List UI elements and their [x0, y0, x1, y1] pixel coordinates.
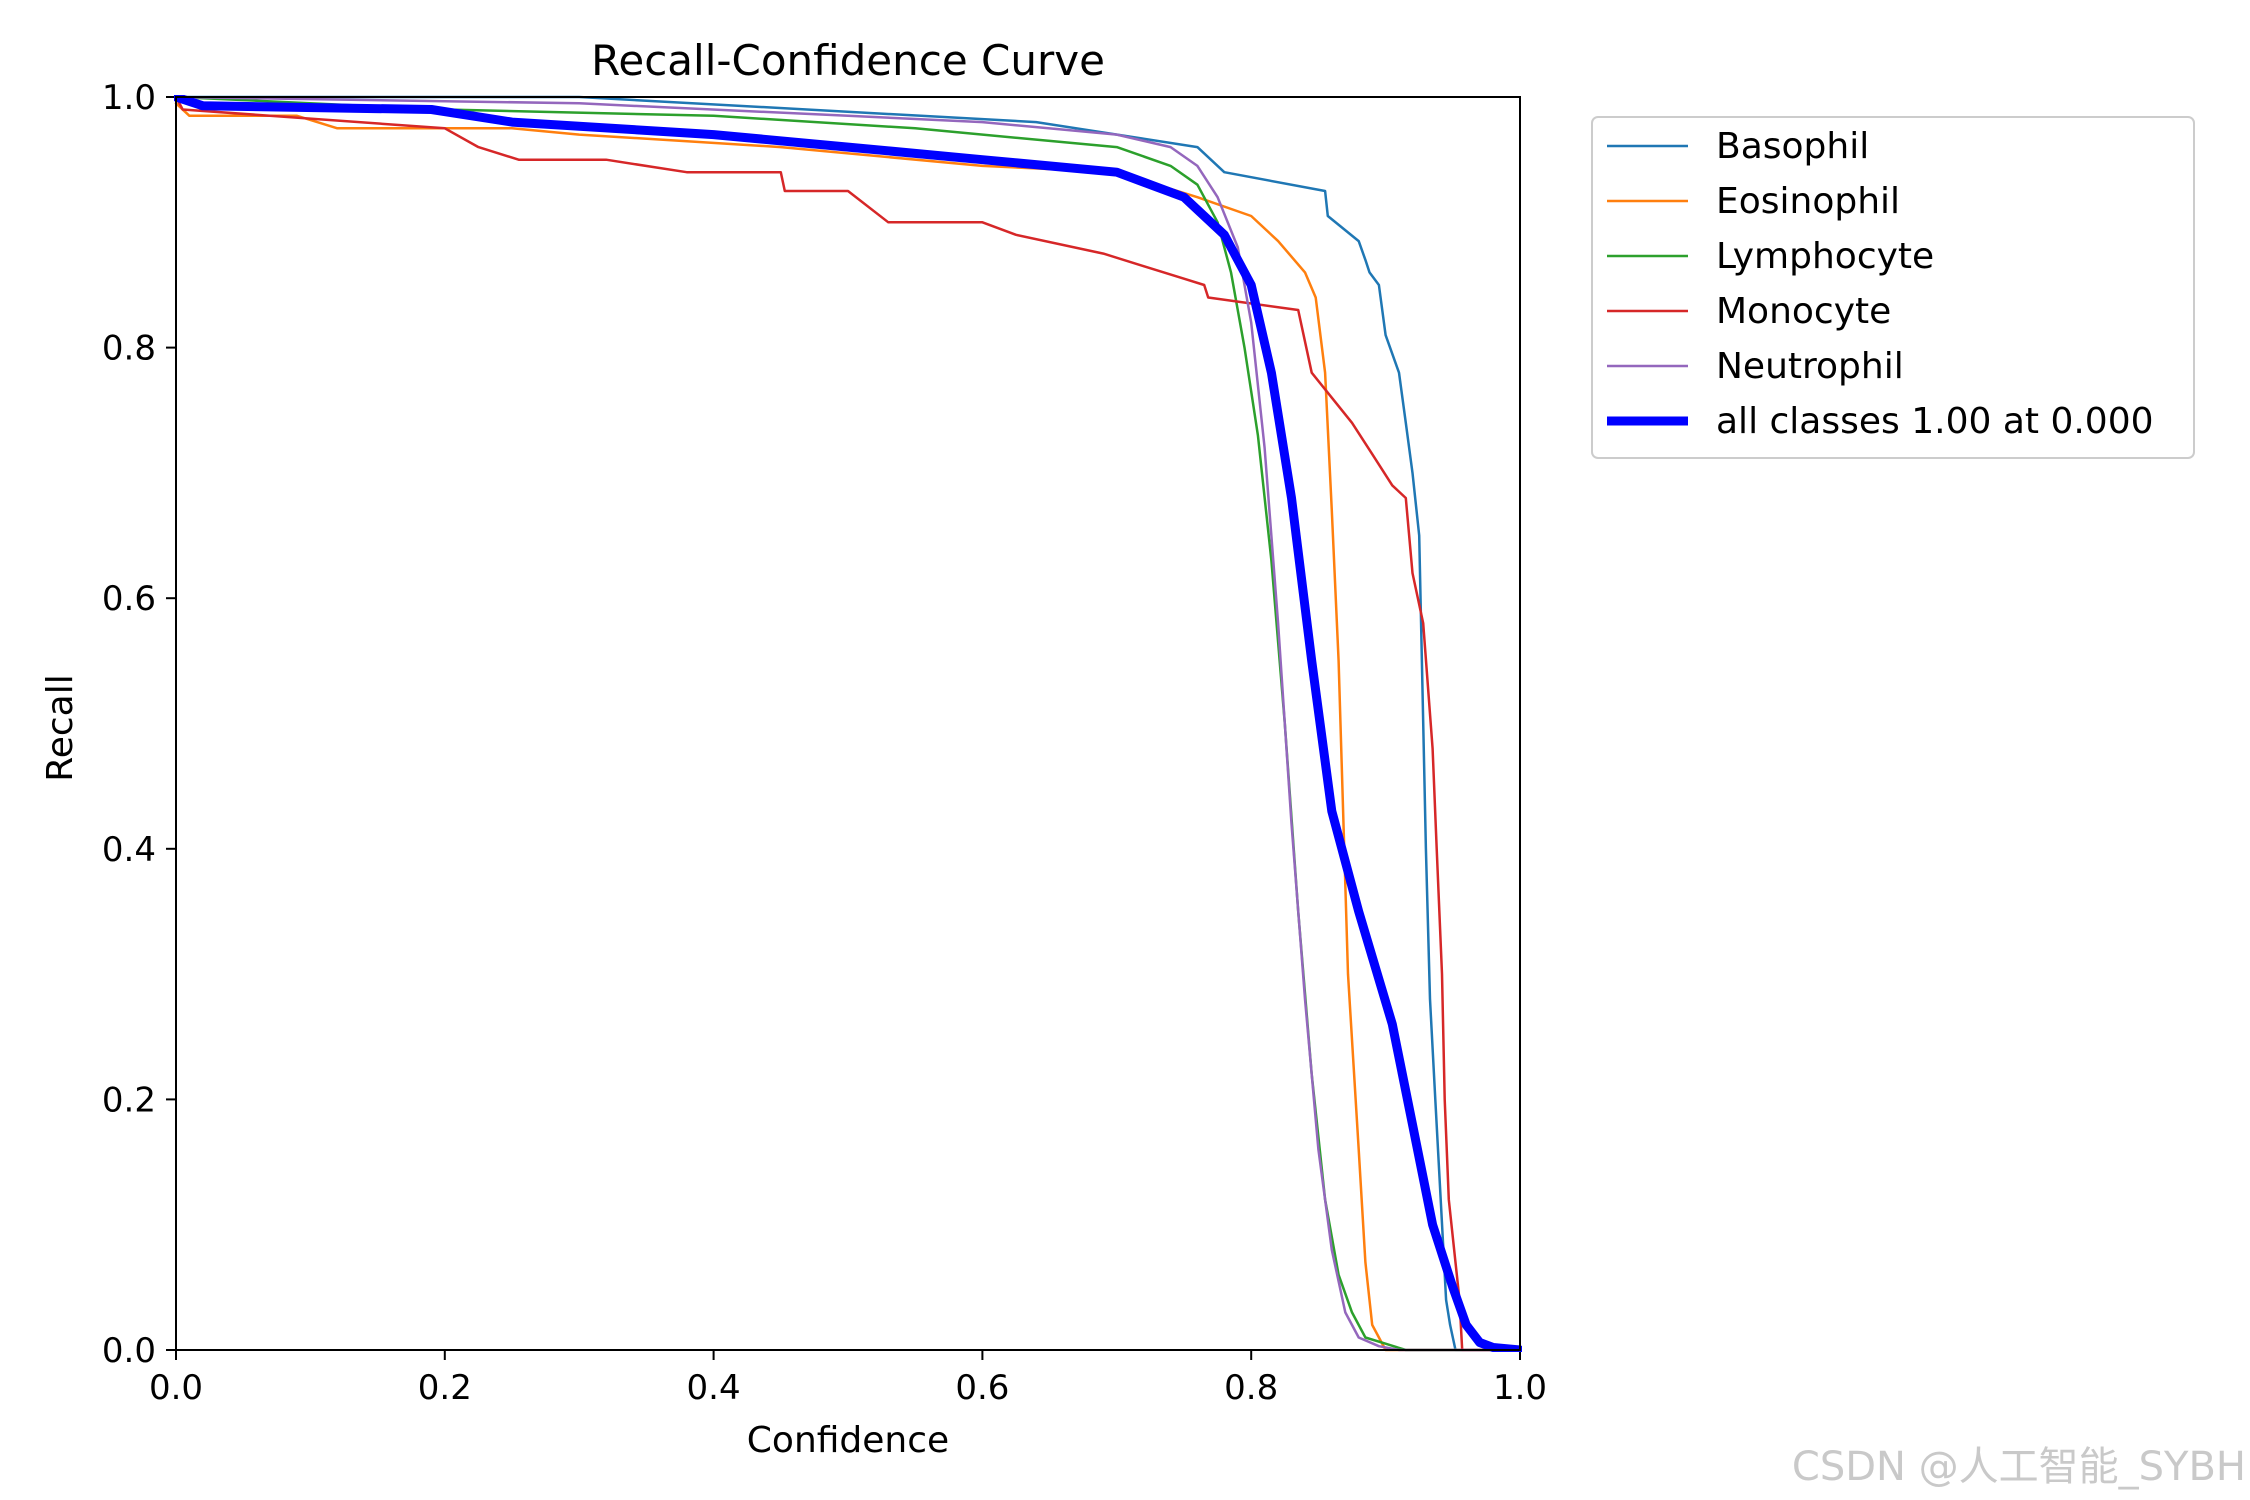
legend-label-basophil: Basophil: [1716, 126, 1869, 167]
series-lines: [174, 95, 1522, 1352]
y-axis-label: Recall: [40, 674, 81, 781]
series-line-eosinophil: [174, 102, 1522, 1352]
y-tick-label: 0.4: [102, 830, 156, 870]
y-tick-label: 0.2: [102, 1080, 156, 1120]
x-tick-label: 1.0: [1493, 1368, 1547, 1408]
y-tick-label: 0.6: [102, 579, 156, 619]
watermark: CSDN @人工智能_SYBH: [1791, 1444, 2246, 1490]
x-tick-label: 0.8: [1224, 1368, 1278, 1408]
y-tick-label: 1.0: [102, 78, 156, 118]
chart-title: Recall-Confidence Curve: [591, 36, 1105, 85]
x-tick-label: 0.2: [418, 1368, 472, 1408]
series-line-basophil: [174, 95, 1522, 1352]
y-tick-label: 0.0: [102, 1331, 156, 1371]
legend-box: [1591, 116, 2195, 459]
legend-label-all-classes-1-00-at-0-000: all classes 1.00 at 0.000: [1716, 401, 2154, 442]
series-line-neutrophil: [174, 95, 1522, 1352]
y-tick-label: 0.8: [102, 329, 156, 369]
plot-frame: [175, 96, 1521, 1351]
x-tick-label: 0.6: [955, 1368, 1009, 1408]
x-tick-label: 0.0: [149, 1368, 203, 1408]
legend-label-eosinophil: Eosinophil: [1716, 181, 1900, 222]
legend-label-monocyte: Monocyte: [1716, 291, 1891, 332]
series-line-all-classes-1-00-at-0-000: [174, 95, 1522, 1352]
y-axis-ticks: 0.0 0.2 0.4 0.6 0.8 1.0: [102, 78, 176, 1371]
x-tick-label: 0.4: [687, 1368, 741, 1408]
plot-area: [176, 97, 1520, 1350]
x-axis-label: Confidence: [747, 1420, 949, 1461]
x-axis-ticks: 0.0 0.2 0.4 0.6 0.8 1.0: [149, 1350, 1547, 1408]
series-line-lymphocyte: [174, 95, 1522, 1352]
legend: Basophil Eosinophil Lymphocyte Monocyte Neut…: [1591, 116, 2195, 459]
series-line-monocyte: [174, 95, 1522, 1352]
legend-label-neutrophil: Neutrophil: [1716, 346, 1904, 387]
legend-label-lymphocyte: Lymphocyte: [1716, 236, 1934, 277]
